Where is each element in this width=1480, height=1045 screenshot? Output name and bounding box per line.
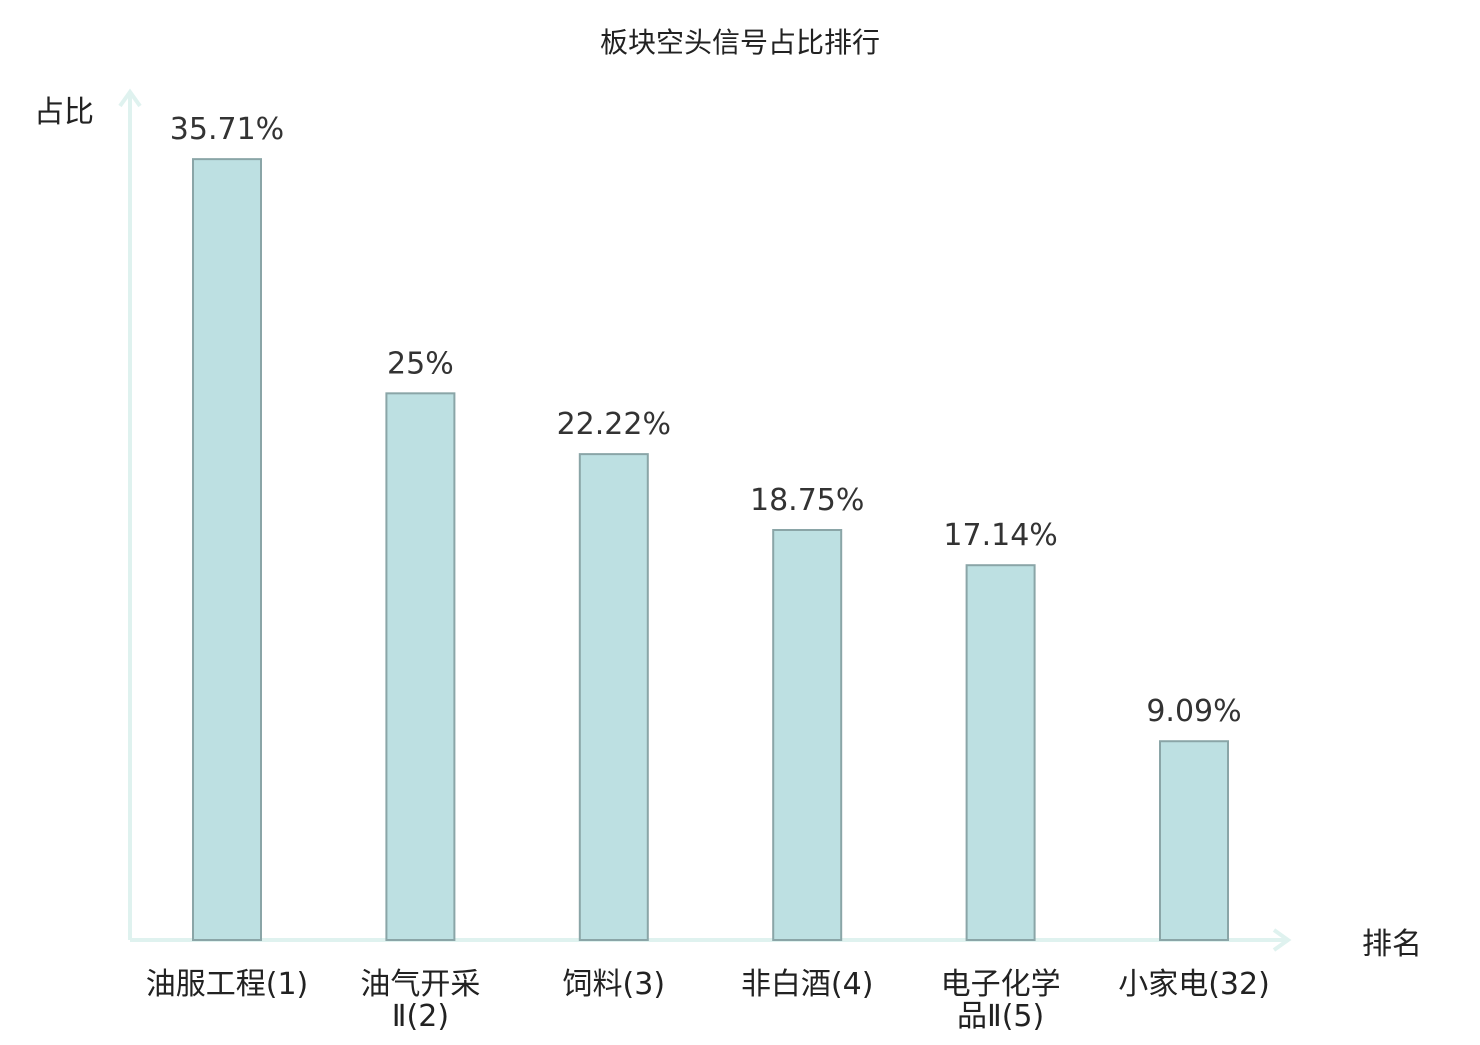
- value-labels: 35.71% 25% 22.22% 18.75% 17.14% 9.09%: [170, 112, 1242, 729]
- y-axis: [118, 88, 142, 940]
- bar-value-label: 18.75%: [750, 483, 864, 518]
- x-tick-label: 非白酒(4): [741, 967, 874, 1002]
- x-tick-label: 电子化学: [941, 967, 1061, 1002]
- bar-value-label: 17.14%: [943, 518, 1057, 553]
- x-tick-label: 饲料(3): [563, 967, 666, 1002]
- x-tick-label: Ⅱ(2): [392, 999, 449, 1034]
- x-tick-label: 品Ⅱ(5): [957, 999, 1044, 1034]
- x-axis-label: 排名: [1362, 927, 1422, 962]
- bar-value-label: 25%: [387, 346, 454, 381]
- chart-title: 板块空头信号占比排行: [600, 26, 880, 59]
- x-tick-label: 油服工程(1): [146, 967, 309, 1002]
- x-axis: [130, 928, 1292, 952]
- bar-value-label: 35.71%: [170, 112, 284, 147]
- bar: [1159, 740, 1229, 941]
- y-axis-arrow-icon: [118, 88, 142, 108]
- bar-value-label: 22.22%: [557, 407, 671, 442]
- bar: [385, 392, 456, 942]
- x-tick-label: 油气开采: [360, 967, 480, 1002]
- bar: [965, 564, 1036, 941]
- bar: [578, 453, 649, 941]
- bar-value-label: 9.09%: [1146, 694, 1241, 729]
- y-axis-label: 占比: [34, 95, 94, 130]
- x-tick-label: 小家电(32): [1118, 967, 1270, 1002]
- bar-series: [192, 158, 1229, 942]
- bar: [192, 158, 262, 941]
- bar: [772, 529, 843, 941]
- x-axis-arrow-icon: [1272, 928, 1292, 952]
